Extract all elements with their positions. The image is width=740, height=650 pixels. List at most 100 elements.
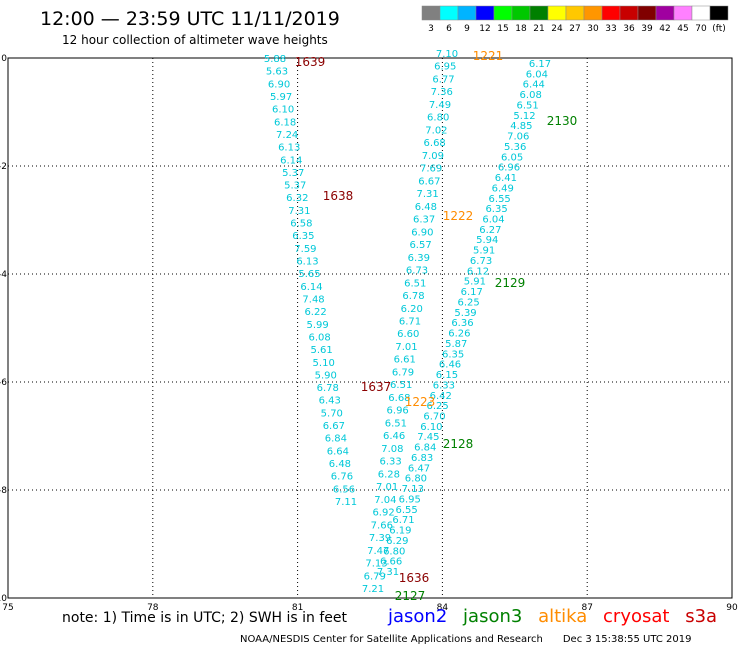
wave-height-value: 6.90 [268, 79, 290, 90]
wave-height-value: 6.15 [436, 370, 458, 381]
wave-height-value: 6.79 [392, 367, 414, 378]
wave-height-value: 6.25 [458, 297, 480, 308]
wave-height-value: 6.64 [327, 446, 349, 457]
wave-height-value: 6.80 [383, 546, 405, 557]
wave-height-value: 6.10 [272, 105, 294, 116]
wave-height-value: 6.41 [495, 173, 517, 184]
wave-height-value: 5.65 [298, 269, 320, 280]
wave-height-value: 6.67 [418, 176, 440, 187]
pass-time-label: 2127 [395, 589, 426, 603]
wave-height-value: 7.11 [335, 497, 357, 508]
track-2130: 6.176.046.446.086.515.124.857.065.366.05… [377, 59, 551, 578]
wave-height-value: 6.08 [308, 332, 330, 343]
wave-height-value: 6.51 [404, 278, 426, 289]
wave-height-value: 6.35 [442, 349, 464, 360]
wave-height-value: 7.45 [417, 432, 439, 443]
wave-height-value: 6.47 [408, 463, 430, 474]
wave-height-value: 6.57 [409, 240, 431, 251]
wave-height-value: 5.63 [266, 67, 288, 78]
wave-height-value: 7.31 [377, 567, 399, 578]
wave-height-value: 6.76 [331, 472, 353, 483]
wave-height-value: 7.06 [507, 132, 529, 143]
wave-height-value: 6.60 [397, 329, 419, 340]
colorbar-label: 18 [515, 24, 527, 34]
wave-height-value: 6.80 [405, 474, 427, 485]
x-tick-label: 90 [726, 603, 738, 610]
wave-height-value: 6.73 [470, 256, 492, 267]
wave-height-value: 6.12 [467, 266, 489, 277]
satellite-cryosat: cryosat [603, 606, 670, 627]
wave-height-value: 7.09 [422, 151, 444, 162]
wave-height-value: 7.69 [420, 164, 442, 175]
wave-height-value: 6.37 [413, 215, 435, 226]
colorbar-label: 9 [464, 24, 470, 34]
wave-height-value: 6.68 [424, 138, 446, 149]
wave-height-value: 7.02 [425, 125, 447, 136]
wave-height-value: 5.37 [284, 181, 306, 192]
wave-height-value: 6.67 [323, 421, 345, 432]
pass-time-label: 1637 [361, 380, 392, 394]
wave-height-value: 6.36 [451, 318, 473, 329]
wave-height-value: 6.04 [482, 215, 504, 226]
wave-height-value: 6.95 [399, 494, 421, 505]
colorbar-label: 45 [677, 24, 688, 34]
wave-height-value: 6.20 [401, 304, 423, 315]
pass-time-label: 1222 [443, 209, 474, 223]
wave-height-value: 7.59 [294, 244, 316, 255]
wave-height-value: 7.31 [416, 189, 438, 200]
wave-height-value: 7.66 [371, 520, 393, 531]
colorbar-label: 6 [446, 24, 452, 34]
wave-height-value: 6.25 [426, 401, 448, 412]
wave-height-value: 7.01 [376, 482, 398, 493]
wave-height-value: 6.48 [415, 202, 437, 213]
pass-time-label: 1223 [405, 395, 436, 409]
credit-timestamp: Dec 3 15:38:55 UTC 2019 [562, 634, 692, 645]
wave-height-value: 6.48 [329, 459, 351, 470]
wave-height-value: 6.90 [411, 227, 433, 238]
wave-height-value: 7.21 [362, 584, 384, 595]
pass-time-label: 1636 [399, 571, 430, 585]
wave-height-value: 6.73 [406, 266, 428, 277]
x-tick-label: 87 [581, 603, 592, 610]
wave-height-value: 5.88 [264, 54, 286, 65]
wave-height-value: 6.92 [372, 508, 394, 519]
pass-time-label: 2128 [443, 437, 474, 451]
units-note: note: 1) Time is in UTC; 2) SWH is in fe… [62, 610, 348, 626]
wave-height-value: 6.17 [461, 287, 483, 298]
wave-height-value: 6.19 [389, 526, 411, 537]
wave-height-value: 5.97 [270, 92, 292, 103]
colorbar-label: 36 [623, 24, 635, 34]
wave-height-value: 6.33 [433, 380, 455, 391]
wave-height-value: 6.78 [317, 383, 339, 394]
wave-height-value: 6.56 [333, 484, 355, 495]
x-tick-label: 75 [2, 603, 13, 610]
wave-height-value: 6.71 [392, 515, 414, 526]
colorbar-label: 27 [569, 24, 580, 34]
wave-height-value: 7.31 [288, 206, 310, 217]
wave-height-value: 6.42 [430, 391, 452, 402]
wave-height-value: 7.24 [276, 130, 298, 141]
wave-height-value: 5.39 [454, 308, 476, 319]
wave-height-value: 6.08 [520, 90, 542, 101]
wave-height-value: 6.66 [380, 557, 402, 568]
colorbar-legend: 3 6 9 12 15 18 21 24 27 30 33 36 39 42 45 70 (ft) [421, 5, 729, 34]
wave-height-value: 6.80 [427, 113, 449, 124]
pass-time-label: 1639 [295, 55, 326, 69]
wave-height-value: 6.83 [411, 453, 433, 464]
wave-height-value: 6.22 [304, 307, 326, 318]
wave-height-value: 5.61 [311, 345, 333, 356]
credit-line: NOAA/NESDIS Center for Satellite Applica… [240, 634, 691, 645]
wave-height-value: 6.51 [390, 380, 412, 391]
wave-height-value: 5.37 [282, 168, 304, 179]
wave-height-value: 7.13 [402, 484, 424, 495]
colorbar-label: 24 [551, 24, 563, 34]
x-tick-label: 81 [292, 603, 303, 610]
wave-height-value: 6.51 [385, 418, 407, 429]
wave-height-value: 5.36 [504, 142, 526, 153]
colorbar-label: 3 [428, 24, 434, 34]
wave-height-value: 7.04 [374, 495, 396, 506]
wave-height-value: 6.84 [414, 443, 436, 454]
pass-time-label: 1221 [473, 49, 504, 63]
wave-height-value: 6.29 [386, 536, 408, 547]
wave-height-value: 6.96 [498, 163, 520, 174]
